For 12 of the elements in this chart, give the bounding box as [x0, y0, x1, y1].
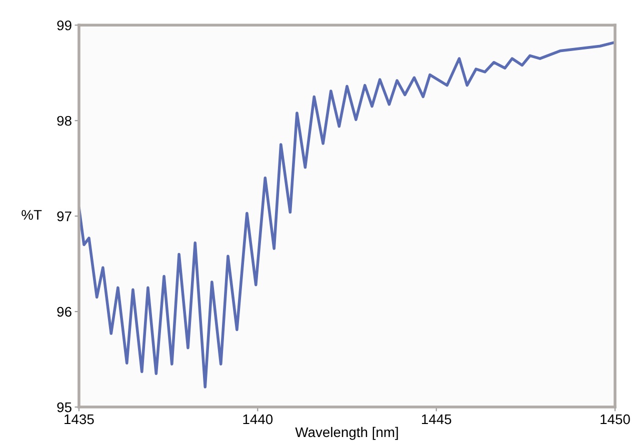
y-axis-title: %T — [22, 210, 42, 220]
y-tick-label: 97 — [57, 211, 72, 222]
y-tick-label: 99 — [57, 20, 72, 30]
y-tick-label: 95 — [57, 402, 72, 412]
x-tick-label: 1445 — [422, 414, 452, 424]
line-series — [78, 40, 616, 388]
x-axis-title: Wavelength [nm] — [295, 426, 398, 440]
x-tick-label: 1450 — [600, 414, 630, 424]
x-tick-label: 1435 — [64, 414, 94, 424]
y-tick-label: 96 — [57, 306, 72, 317]
x-tick-label: 1440 — [243, 414, 273, 424]
y-tick-label: 98 — [57, 116, 72, 126]
